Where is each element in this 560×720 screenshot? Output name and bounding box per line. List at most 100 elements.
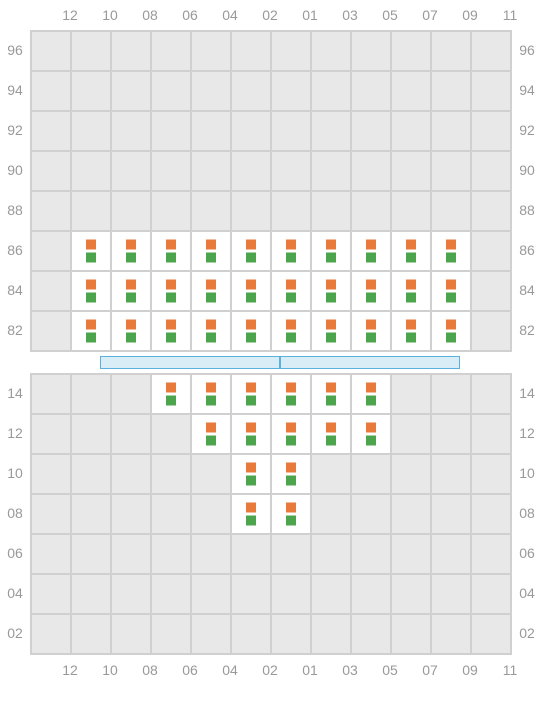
grid-cell[interactable] bbox=[191, 311, 231, 351]
grid-cell[interactable] bbox=[311, 374, 351, 414]
grid-cell[interactable] bbox=[151, 271, 191, 311]
grid-cell[interactable] bbox=[151, 374, 191, 414]
grid-cell[interactable] bbox=[431, 231, 471, 271]
seat-marker[interactable] bbox=[286, 503, 296, 526]
seat-marker[interactable] bbox=[366, 423, 376, 446]
grid-cell[interactable] bbox=[431, 311, 471, 351]
seat-marker[interactable] bbox=[246, 383, 256, 406]
seat-marker[interactable] bbox=[166, 383, 176, 406]
grid-cell[interactable] bbox=[311, 271, 351, 311]
marker-top bbox=[166, 320, 176, 330]
top-grid bbox=[30, 30, 512, 352]
seat-marker[interactable] bbox=[246, 280, 256, 303]
grid-cell[interactable] bbox=[271, 311, 311, 351]
grid-cell[interactable] bbox=[311, 231, 351, 271]
grid-cell[interactable] bbox=[351, 271, 391, 311]
divider-bar-left[interactable] bbox=[100, 356, 280, 369]
grid-cell[interactable] bbox=[151, 311, 191, 351]
seat-marker[interactable] bbox=[326, 280, 336, 303]
grid-cell[interactable] bbox=[231, 414, 271, 454]
seat-marker[interactable] bbox=[326, 383, 336, 406]
grid-cell[interactable] bbox=[271, 414, 311, 454]
grid-cell[interactable] bbox=[351, 311, 391, 351]
grid-cell[interactable] bbox=[231, 494, 271, 534]
seat-marker[interactable] bbox=[86, 320, 96, 343]
seat-marker[interactable] bbox=[126, 240, 136, 263]
seat-marker[interactable] bbox=[166, 240, 176, 263]
grid-cell[interactable] bbox=[111, 311, 151, 351]
marker-top bbox=[206, 423, 216, 433]
marker-top bbox=[126, 280, 136, 290]
seat-marker[interactable] bbox=[406, 320, 416, 343]
seat-marker[interactable] bbox=[206, 383, 216, 406]
seat-marker[interactable] bbox=[166, 280, 176, 303]
grid-cell[interactable] bbox=[271, 494, 311, 534]
seat-marker[interactable] bbox=[366, 280, 376, 303]
grid-cell[interactable] bbox=[351, 414, 391, 454]
grid-cell[interactable] bbox=[271, 231, 311, 271]
grid-cell[interactable] bbox=[191, 374, 231, 414]
seat-marker[interactable] bbox=[246, 503, 256, 526]
grid-cell[interactable] bbox=[71, 271, 111, 311]
seat-marker[interactable] bbox=[286, 320, 296, 343]
grid-cell[interactable] bbox=[191, 414, 231, 454]
seat-marker[interactable] bbox=[286, 280, 296, 303]
divider-bar-right[interactable] bbox=[280, 356, 460, 369]
grid-cell[interactable] bbox=[311, 311, 351, 351]
grid-cell[interactable] bbox=[191, 231, 231, 271]
grid-cell[interactable] bbox=[111, 231, 151, 271]
grid-cell[interactable] bbox=[431, 271, 471, 311]
seat-marker[interactable] bbox=[246, 423, 256, 446]
grid-cell[interactable] bbox=[391, 271, 431, 311]
seat-marker[interactable] bbox=[366, 320, 376, 343]
grid-cell[interactable] bbox=[231, 231, 271, 271]
grid-cell[interactable] bbox=[191, 271, 231, 311]
seat-marker[interactable] bbox=[366, 240, 376, 263]
grid-cell[interactable] bbox=[271, 454, 311, 494]
marker-top bbox=[166, 240, 176, 250]
grid-cell[interactable] bbox=[271, 374, 311, 414]
seat-marker[interactable] bbox=[446, 320, 456, 343]
seat-marker[interactable] bbox=[246, 463, 256, 486]
row-label: 88 bbox=[512, 190, 542, 230]
seat-marker[interactable] bbox=[286, 240, 296, 263]
grid-cell[interactable] bbox=[71, 311, 111, 351]
seat-marker[interactable] bbox=[286, 463, 296, 486]
seat-marker[interactable] bbox=[86, 240, 96, 263]
seat-marker[interactable] bbox=[366, 383, 376, 406]
grid-cell[interactable] bbox=[231, 374, 271, 414]
seat-marker[interactable] bbox=[126, 280, 136, 303]
seat-marker[interactable] bbox=[286, 423, 296, 446]
seat-marker[interactable] bbox=[126, 320, 136, 343]
grid-cell[interactable] bbox=[71, 231, 111, 271]
seat-marker[interactable] bbox=[166, 320, 176, 343]
seat-marker[interactable] bbox=[406, 240, 416, 263]
seat-marker[interactable] bbox=[446, 280, 456, 303]
seat-marker[interactable] bbox=[406, 280, 416, 303]
grid-cell[interactable] bbox=[231, 271, 271, 311]
seat-marker[interactable] bbox=[446, 240, 456, 263]
seat-marker[interactable] bbox=[286, 383, 296, 406]
grid-row bbox=[31, 614, 511, 654]
seat-marker[interactable] bbox=[206, 423, 216, 446]
grid-cell[interactable] bbox=[231, 454, 271, 494]
grid-cell[interactable] bbox=[111, 271, 151, 311]
seat-marker[interactable] bbox=[326, 320, 336, 343]
grid-cell[interactable] bbox=[391, 311, 431, 351]
grid-cell bbox=[431, 574, 471, 614]
grid-cell[interactable] bbox=[311, 414, 351, 454]
grid-cell[interactable] bbox=[231, 311, 271, 351]
grid-cell[interactable] bbox=[151, 231, 191, 271]
grid-cell[interactable] bbox=[271, 271, 311, 311]
seat-marker[interactable] bbox=[246, 240, 256, 263]
seat-marker[interactable] bbox=[206, 320, 216, 343]
seat-marker[interactable] bbox=[86, 280, 96, 303]
seat-marker[interactable] bbox=[326, 240, 336, 263]
seat-marker[interactable] bbox=[326, 423, 336, 446]
seat-marker[interactable] bbox=[206, 240, 216, 263]
seat-marker[interactable] bbox=[246, 320, 256, 343]
grid-cell[interactable] bbox=[391, 231, 431, 271]
grid-cell[interactable] bbox=[351, 231, 391, 271]
grid-cell[interactable] bbox=[351, 374, 391, 414]
seat-marker[interactable] bbox=[206, 280, 216, 303]
